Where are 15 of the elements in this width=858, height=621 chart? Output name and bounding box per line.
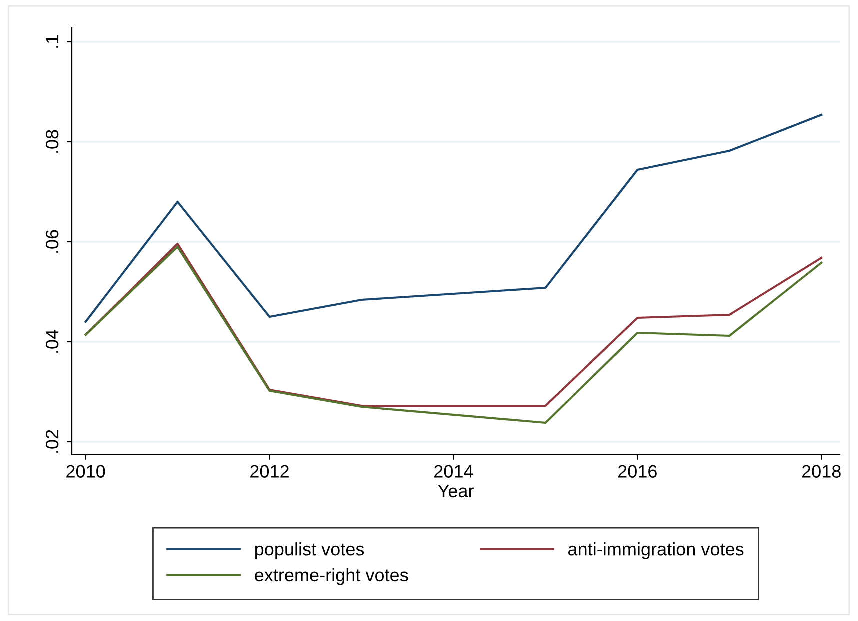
y-tick-label: .04 [46, 330, 59, 353]
line-series [84, 114, 823, 324]
y-tick-label: .08 [46, 130, 59, 153]
y-tick-label: .1 [46, 35, 59, 48]
legend-label: anti-immigration votes [568, 542, 744, 560]
x-tick-label: 2014 [434, 465, 474, 478]
x-tick-label: 2018 [802, 465, 841, 478]
legend-label: extreme-right votes [255, 568, 408, 586]
y-tick-label: .06 [46, 230, 59, 253]
x-tick-label: 2010 [66, 465, 106, 478]
x-tick-label: 2016 [618, 465, 657, 478]
legend-label: populist votes [255, 542, 364, 560]
y-tick-label: .02 [46, 430, 59, 453]
x-tick-label: 2012 [250, 465, 289, 478]
x-axis-title: Year [438, 484, 474, 498]
